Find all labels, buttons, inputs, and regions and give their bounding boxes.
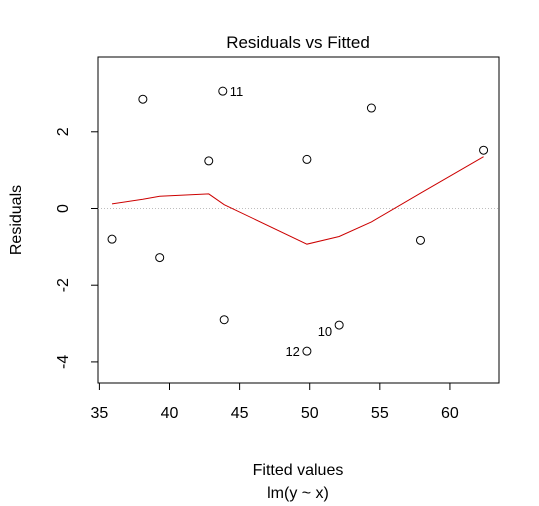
residual-point bbox=[138, 94, 148, 104]
residual-point bbox=[155, 253, 165, 263]
y-tick-label: 0 bbox=[55, 204, 72, 213]
residual-point bbox=[219, 315, 229, 325]
point-label: 11 bbox=[230, 84, 244, 99]
chart-title: Residuals vs Fitted bbox=[226, 33, 370, 52]
residual-points: 11 12 10 bbox=[107, 84, 489, 359]
residual-point bbox=[334, 320, 344, 330]
y-tick-label: -4 bbox=[55, 355, 72, 369]
residual-point bbox=[204, 156, 214, 166]
x-tick-label: 55 bbox=[371, 405, 389, 422]
y-tick-label: -2 bbox=[55, 278, 72, 292]
residual-point bbox=[107, 234, 117, 244]
smooth-line bbox=[111, 156, 484, 245]
point-label: 12 bbox=[285, 344, 299, 359]
x-tick-label: 40 bbox=[161, 405, 179, 422]
residual-point bbox=[302, 346, 312, 356]
residual-point bbox=[415, 235, 425, 245]
residual-point bbox=[302, 154, 312, 164]
x-axis-label: Fitted values bbox=[253, 462, 344, 479]
x-axis: 35 40 45 50 55 60 bbox=[91, 382, 459, 422]
residual-point bbox=[366, 103, 376, 113]
y-tick-label: 2 bbox=[55, 127, 72, 136]
y-axis-label: Residuals bbox=[8, 185, 25, 255]
x-tick-label: 45 bbox=[231, 405, 249, 422]
x-tick-label: 50 bbox=[301, 405, 319, 422]
x-axis-sublabel: lm(y ~ x) bbox=[267, 485, 329, 502]
plot-frame bbox=[97, 56, 500, 384]
point-label: 10 bbox=[318, 324, 332, 339]
y-axis: -4 -2 0 2 bbox=[55, 127, 99, 369]
x-tick-label: 60 bbox=[441, 405, 459, 422]
residual-point bbox=[218, 86, 228, 96]
x-tick-label: 35 bbox=[91, 405, 109, 422]
residual-point bbox=[479, 145, 489, 155]
